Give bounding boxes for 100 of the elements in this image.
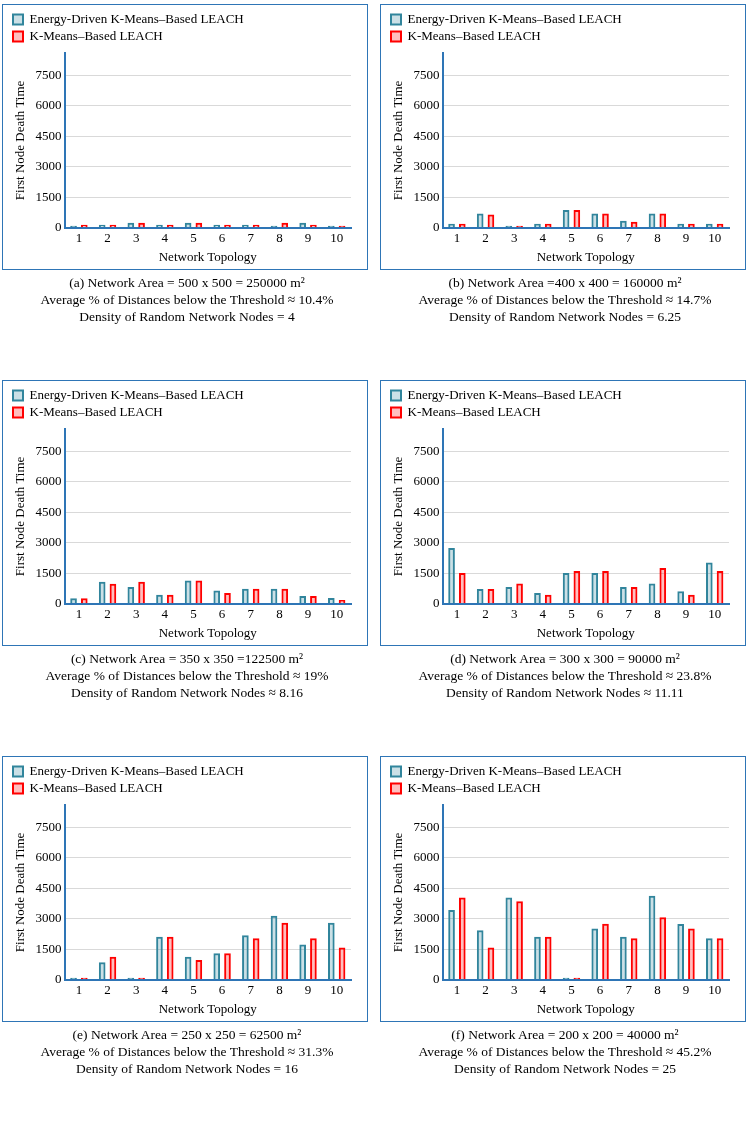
bar (688, 928, 695, 980)
x-tick-label: 9 (304, 982, 312, 998)
y-axis-title: First Node Death Time (390, 80, 406, 201)
legend-label: K-Means–Based LEACH (407, 779, 541, 795)
x-tick-label: 10 (330, 230, 344, 246)
bar (677, 591, 684, 604)
x-tick-label: 3 (132, 982, 140, 998)
text: (e) Network Area = 250 x 250 = 62500 m² (71, 1026, 303, 1043)
bar (476, 588, 484, 604)
y-tick-label: 4500 (413, 503, 440, 519)
y-tick-label: 1500 (413, 940, 440, 956)
x-tick-label: 7 (247, 606, 255, 622)
bar (476, 213, 484, 228)
y-axis-title: First Node Death Time (12, 832, 28, 953)
x-tick-label: 4 (539, 606, 547, 622)
bar (659, 213, 667, 228)
bar (591, 572, 599, 604)
y-axis-title: First Node Death Time (12, 456, 28, 577)
text: (b) Network Area =400 x 400 = 160000 m² (447, 274, 683, 291)
x-tick-label: 1 (75, 606, 83, 622)
x-axis-title: Network Topology (536, 624, 636, 640)
bar (602, 571, 609, 604)
x-tick-label: 6 (218, 230, 226, 246)
y-tick-label: 3000 (35, 158, 62, 174)
y-tick-label: 7500 (35, 818, 62, 834)
y-tick-label: 1500 (35, 188, 62, 204)
y-tick-label: 0 (55, 971, 62, 987)
bar (98, 581, 106, 604)
legend-label: Energy-Driven K-Means–Based LEACH (29, 762, 244, 778)
x-tick-label: 3 (510, 606, 518, 622)
x-tick-label: 8 (654, 982, 661, 998)
bar (156, 936, 163, 980)
legend-label: Energy-Driven K-Means–Based LEACH (407, 386, 622, 402)
x-tick-label: 5 (568, 230, 575, 246)
text: Density of Random Network Nodes = 16 (74, 1060, 300, 1077)
bar (138, 581, 145, 604)
text: Average % of Distances below the Threshold ≈ 14.7% (417, 291, 713, 308)
y-tick-label: 6000 (413, 97, 440, 113)
x-tick-label: 4 (161, 230, 169, 246)
text: (f) Network Area = 200 x 200 = 40000 m² (450, 1026, 680, 1043)
bar (677, 924, 684, 980)
y-tick-label: 1500 (413, 564, 440, 580)
x-tick-label: 8 (654, 230, 661, 246)
x-tick-label: 5 (190, 230, 197, 246)
bar (448, 548, 455, 604)
text: Average % of Distances below the Threshold ≈ 10.4% (39, 291, 335, 308)
x-tick-label: 5 (568, 982, 575, 998)
x-tick-label: 7 (625, 982, 633, 998)
x-tick-label: 1 (453, 982, 461, 998)
y-tick-label: 1500 (413, 188, 440, 204)
bar (242, 935, 249, 980)
bar (448, 910, 455, 980)
x-tick-label: 8 (276, 606, 283, 622)
bar (458, 897, 466, 980)
y-tick-label: 3000 (35, 534, 62, 550)
x-tick-label: 3 (510, 230, 518, 246)
x-tick-label: 8 (276, 982, 283, 998)
bar (476, 930, 484, 980)
x-tick-label: 6 (596, 982, 604, 998)
x-tick-label: 3 (132, 606, 140, 622)
x-axis-title: Network Topology (536, 248, 636, 264)
bar (213, 590, 221, 604)
x-tick-label: 9 (682, 606, 690, 622)
bar (591, 213, 599, 228)
y-tick-label: 1500 (35, 940, 62, 956)
y-tick-label: 7500 (35, 442, 62, 458)
bar (98, 962, 106, 980)
x-tick-label: 6 (218, 982, 226, 998)
legend-label: Energy-Driven K-Means–Based LEACH (407, 10, 622, 26)
x-tick-label: 5 (568, 606, 575, 622)
legend-label: K-Means–Based LEACH (29, 403, 163, 419)
y-tick-label: 3000 (413, 158, 440, 174)
bar (166, 936, 174, 980)
y-tick-label: 6000 (413, 849, 440, 865)
x-tick-label: 9 (304, 606, 312, 622)
text: Density of Random Network Nodes ≈ 11.11 (445, 684, 685, 701)
legend-label: Energy-Driven K-Means–Based LEACH (29, 386, 244, 402)
x-tick-label: 4 (161, 606, 169, 622)
x-axis-title: Network Topology (158, 624, 258, 640)
x-tick-label: 3 (132, 230, 140, 246)
y-tick-label: 6000 (413, 473, 440, 489)
legend-label: Energy-Driven K-Means–Based LEACH (407, 762, 622, 778)
bar (281, 588, 289, 604)
x-tick-label: 1 (453, 606, 461, 622)
x-tick-label: 2 (104, 230, 111, 246)
x-tick-label: 10 (330, 606, 344, 622)
legend-label: K-Means–Based LEACH (29, 27, 163, 43)
text: Density of Random Network Nodes = 6.25 (447, 308, 683, 325)
y-tick-label: 0 (433, 219, 440, 235)
y-tick-label: 4500 (413, 127, 440, 143)
bar (213, 953, 221, 980)
text: Average % of Distances below the Threshold ≈ 45.2% (417, 1043, 713, 1060)
x-tick-label: 10 (708, 606, 722, 622)
text: Average % of Distances below the Threshold ≈ 23.8% (417, 667, 713, 684)
bar (458, 572, 466, 604)
x-tick-label: 4 (539, 230, 547, 246)
x-axis-title: Network Topology (158, 248, 258, 264)
y-tick-label: 0 (433, 595, 440, 611)
bar (516, 583, 523, 604)
y-tick-label: 6000 (35, 97, 62, 113)
